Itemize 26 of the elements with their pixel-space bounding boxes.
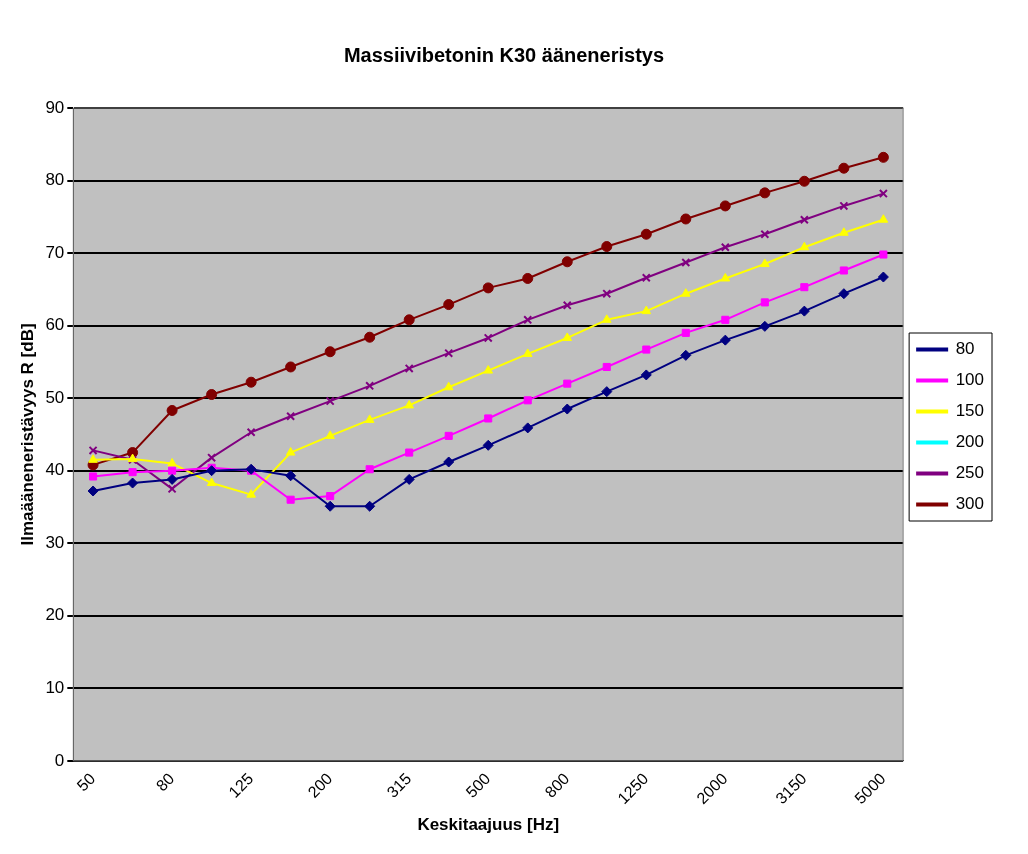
x-tick-label: 50 <box>73 769 99 795</box>
y-tick-label: 40 <box>45 460 65 480</box>
y-tick-label: 70 <box>45 242 65 262</box>
y-tick-label: 60 <box>45 315 65 335</box>
y-tick-label: 90 <box>45 97 65 117</box>
x-tick-label: 315 <box>383 769 415 801</box>
x-axis-title: Keskitaajuus [Hz] <box>417 815 560 835</box>
chart-title: Massiivibetonin K30 ääneneristys <box>343 43 665 66</box>
legend-label: 100 <box>955 370 985 390</box>
x-tick-label: 500 <box>462 769 494 801</box>
y-tick-label: 10 <box>45 678 65 697</box>
y-axis-title: Ilmaääneneristävyys R [dB] <box>17 323 37 546</box>
y-tick-label: 20 <box>45 605 65 625</box>
y-tick-label: 50 <box>45 387 65 407</box>
legend-label: 150 <box>955 401 985 421</box>
y-tick-label: 0 <box>54 750 65 770</box>
x-tick-label: 125 <box>225 769 257 801</box>
legend-label: 200 <box>955 432 985 452</box>
legend-label: 250 <box>955 463 985 483</box>
y-tick-label: 80 <box>45 170 65 190</box>
x-tick-label: 800 <box>541 769 573 801</box>
y-tick-label: 30 <box>45 532 65 552</box>
x-tick-label: 80 <box>152 769 178 795</box>
legend-label: 300 <box>955 494 985 514</box>
legend-label: 80 <box>955 339 975 359</box>
x-tick-label: 200 <box>304 769 336 801</box>
